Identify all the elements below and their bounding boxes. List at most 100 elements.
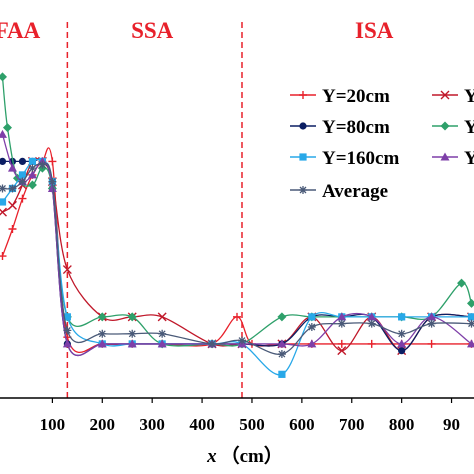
legend-item-1: Y — [432, 86, 474, 107]
data-point-4-18 — [467, 313, 474, 321]
data-point-5-16 — [397, 339, 407, 348]
data-point-4-16 — [398, 313, 406, 321]
data-point-4-12 — [278, 370, 286, 378]
legend: Y=20cm Y Y=80cm Y Y=160cm Y Average — [290, 86, 474, 202]
data-point-4-13 — [308, 313, 316, 321]
data-point-0-11 — [233, 312, 241, 321]
data-point-3-12 — [277, 312, 287, 322]
region-label-faa: FAA — [0, 18, 41, 43]
region-labels: FAA SSA ISA — [0, 18, 394, 43]
legend-swatch-marker-0 — [299, 91, 307, 99]
data-point-5-5 — [47, 183, 57, 192]
svg-text:x（cm）: x （cm） — [206, 444, 283, 467]
data-point-5-7 — [97, 339, 107, 348]
data-point-0-15 — [337, 339, 346, 348]
data-point-3-1 — [2, 123, 12, 133]
data-point-4-0 — [0, 198, 7, 206]
data-point-3-19 — [467, 298, 474, 308]
data-point-1-0 — [0, 207, 7, 217]
data-point-5-3 — [27, 170, 37, 179]
data-point-6-12 — [277, 350, 286, 359]
data-point-5-6 — [62, 339, 72, 348]
data-point-4-3 — [28, 157, 37, 165]
legend-item-0: Y=20cm — [290, 86, 390, 107]
data-point-6-7 — [98, 329, 107, 338]
x-tick-label-0: 100 — [40, 415, 66, 434]
x-axis-unit: （cm） — [221, 444, 283, 467]
series-line-2 — [2, 158, 472, 357]
data-point-6-3 — [28, 164, 37, 173]
series-lines — [0, 72, 474, 378]
data-point-5-18 — [467, 339, 474, 348]
legend-label-3: Y — [464, 117, 474, 138]
data-point-5-12 — [277, 339, 287, 348]
data-point-5-1 — [7, 163, 17, 172]
legend-swatch-marker-2 — [299, 122, 307, 130]
legend-item-2: Y=80cm — [290, 117, 390, 138]
legend-item-5: Y — [432, 148, 474, 169]
legend-item-3: Y — [432, 117, 474, 138]
data-point-6-1 — [8, 184, 17, 193]
data-point-3-3 — [27, 180, 37, 190]
data-point-6-14 — [337, 319, 346, 328]
series-line-0 — [1, 147, 472, 353]
series-0 — [0, 147, 474, 353]
series-line-3 — [1, 76, 473, 347]
data-point-6-10 — [208, 339, 217, 348]
x-tick-label-6: 700 — [339, 415, 365, 434]
data-point-6-9 — [158, 329, 167, 338]
data-point-6-6 — [63, 326, 72, 335]
data-point-2-2 — [18, 157, 27, 165]
x-axis-variable: x — [206, 446, 217, 467]
legend-swatch-marker-4 — [299, 153, 307, 161]
legend-label-0: Y=20cm — [322, 86, 390, 107]
data-point-0-1 — [8, 225, 17, 233]
series-line-5 — [1, 134, 472, 357]
legend-swatch-marker-3 — [440, 121, 450, 131]
data-point-3-8 — [127, 312, 137, 322]
data-point-3-0 — [0, 72, 7, 82]
data-point-6-15 — [367, 319, 376, 328]
legend-label-2: Y=80cm — [322, 117, 390, 138]
series-5 — [0, 129, 474, 357]
legend-swatch-marker-1 — [440, 90, 450, 100]
data-point-6-18 — [467, 319, 474, 328]
data-point-1-6 — [62, 265, 72, 275]
region-label-isa: ISA — [355, 18, 394, 43]
data-point-5-15 — [367, 312, 377, 321]
x-tick-label-1: 200 — [90, 415, 116, 434]
data-point-0-18 — [427, 339, 436, 348]
data-point-1-14 — [337, 346, 347, 356]
legend-item-4: Y=160cm — [290, 148, 399, 169]
data-point-5-0 — [0, 129, 7, 138]
legend-item-6: Average — [290, 181, 388, 202]
x-tick-label-4: 500 — [239, 415, 265, 434]
x-axis-label: x （cm） — [206, 444, 283, 467]
series-line-6 — [2, 163, 472, 355]
data-point-5-17 — [427, 312, 437, 321]
x-tick-label-5: 600 — [289, 415, 315, 434]
series-line-1 — [2, 158, 472, 352]
data-point-0-16 — [367, 339, 376, 348]
data-point-5-9 — [157, 339, 167, 348]
data-point-5-8 — [127, 339, 137, 348]
x-tick-labels: 100 200 300 400 500 600 700 800 90 — [40, 398, 460, 434]
data-point-6-0 — [0, 184, 7, 193]
data-point-6-2 — [18, 177, 27, 186]
data-point-0-5 — [48, 157, 57, 166]
data-point-6-8 — [128, 329, 137, 338]
data-point-6-16 — [397, 329, 406, 338]
data-point-6-5 — [48, 177, 57, 186]
series-3 — [0, 72, 474, 349]
legend-label-6: Average — [322, 181, 388, 202]
x-tick-label-2: 300 — [139, 415, 165, 434]
legend-label-1: Y — [464, 86, 474, 107]
data-point-4-2 — [18, 171, 27, 179]
data-point-2-0 — [0, 157, 7, 165]
legend-swatch-marker-6 — [299, 186, 307, 194]
data-point-6-17 — [427, 319, 436, 328]
data-point-1-1 — [7, 200, 17, 210]
data-point-3-7 — [97, 312, 107, 322]
data-point-0-2 — [18, 194, 27, 203]
